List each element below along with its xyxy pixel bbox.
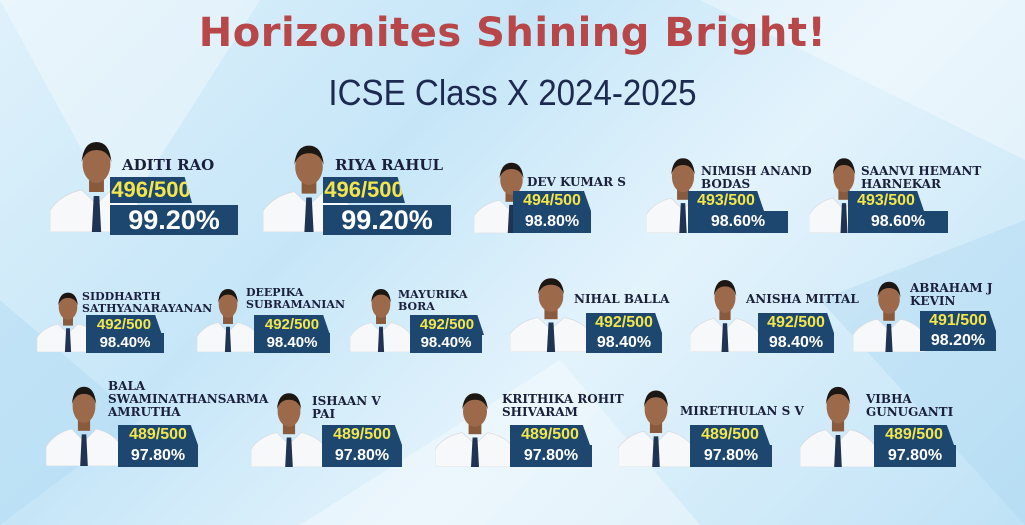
student-portrait-icon bbox=[251, 385, 327, 467]
student-name: BALA SWAMINATHANSARMA AMRUTHA bbox=[108, 379, 269, 419]
score-badge: 492/500 bbox=[758, 313, 834, 333]
student-portrait-icon bbox=[46, 378, 122, 466]
score-badge: 496/500 bbox=[110, 177, 192, 203]
score-badge: 489/500 bbox=[118, 425, 198, 445]
percentage-badge: 98.20% bbox=[920, 331, 996, 351]
student-portrait-icon bbox=[618, 382, 694, 467]
percentage-badge: 98.40% bbox=[586, 333, 662, 353]
student-portrait-icon bbox=[350, 282, 412, 352]
student-portrait-icon bbox=[690, 272, 760, 352]
score-badge: 493/500 bbox=[848, 191, 924, 211]
student-portrait-icon bbox=[800, 378, 876, 467]
student-name: ISHAAN V PAI bbox=[312, 394, 381, 421]
student-name: DEV KUMAR S bbox=[527, 175, 626, 189]
student-name: NIHAL BALLA bbox=[574, 292, 670, 306]
student-name: SAANVI HEMANT HARNEKAR bbox=[861, 164, 982, 191]
student-portrait-icon bbox=[853, 274, 925, 352]
percentage-badge: 98.60% bbox=[848, 211, 948, 233]
score-badge: 496/500 bbox=[323, 177, 405, 203]
score-badge: 489/500 bbox=[874, 425, 954, 445]
percentage-badge: 98.80% bbox=[513, 211, 591, 233]
percentage-badge: 98.40% bbox=[254, 333, 330, 353]
score-badge: 492/500 bbox=[86, 315, 162, 335]
score-badge: 492/500 bbox=[586, 313, 662, 333]
score-badge: 489/500 bbox=[322, 425, 402, 445]
student-name: MAYURIKA BORA bbox=[398, 288, 468, 313]
student-name: NIMISH ANAND BODAS bbox=[701, 164, 812, 191]
score-badge: 492/500 bbox=[254, 315, 330, 335]
student-name: ADITI RAO bbox=[122, 156, 215, 174]
score-badge: 492/500 bbox=[410, 315, 484, 335]
score-badge: 494/500 bbox=[513, 191, 591, 211]
student-portrait-icon bbox=[197, 282, 259, 352]
percentage-badge: 99.20% bbox=[110, 205, 238, 235]
student-name: ABRAHAM J KEVIN bbox=[910, 281, 993, 308]
student-name: ANISHA MITTAL bbox=[746, 292, 859, 306]
percentage-badge: 97.80% bbox=[690, 445, 772, 467]
student-name: VIBHA GUNUGANTI bbox=[866, 392, 954, 419]
student-portrait-icon bbox=[510, 270, 592, 352]
score-badge: 493/500 bbox=[688, 191, 764, 211]
student-name: DEEPIKA SUBRAMANIAN bbox=[246, 286, 346, 311]
page-subtitle: ICSE Class X 2024-2025 bbox=[328, 72, 697, 113]
percentage-badge: 97.80% bbox=[510, 445, 592, 467]
percentage-badge: 97.80% bbox=[118, 445, 198, 467]
percentage-badge: 98.40% bbox=[86, 333, 164, 353]
page-title: Horizonites Shining Bright! bbox=[198, 10, 827, 56]
student-portrait-icon bbox=[37, 286, 99, 352]
percentage-badge: 98.60% bbox=[688, 211, 788, 233]
percentage-badge: 97.80% bbox=[874, 445, 956, 467]
student-portrait-icon bbox=[435, 385, 515, 467]
student-name: KRITHIKA ROHIT SHIVARAM bbox=[502, 392, 624, 419]
score-badge: 489/500 bbox=[690, 425, 770, 445]
score-badge: 489/500 bbox=[510, 425, 590, 445]
student-name: MIRETHULAN S V bbox=[680, 404, 804, 418]
student-name: SIDDHARTH SATHYANARAYANAN bbox=[82, 290, 213, 315]
score-badge: 491/500 bbox=[920, 311, 996, 331]
percentage-badge: 98.40% bbox=[758, 333, 834, 353]
percentage-badge: 97.80% bbox=[322, 445, 402, 467]
percentage-badge: 98.40% bbox=[410, 333, 482, 353]
percentage-badge: 99.20% bbox=[323, 205, 451, 235]
student-name: RIYA RAHUL bbox=[335, 156, 443, 174]
